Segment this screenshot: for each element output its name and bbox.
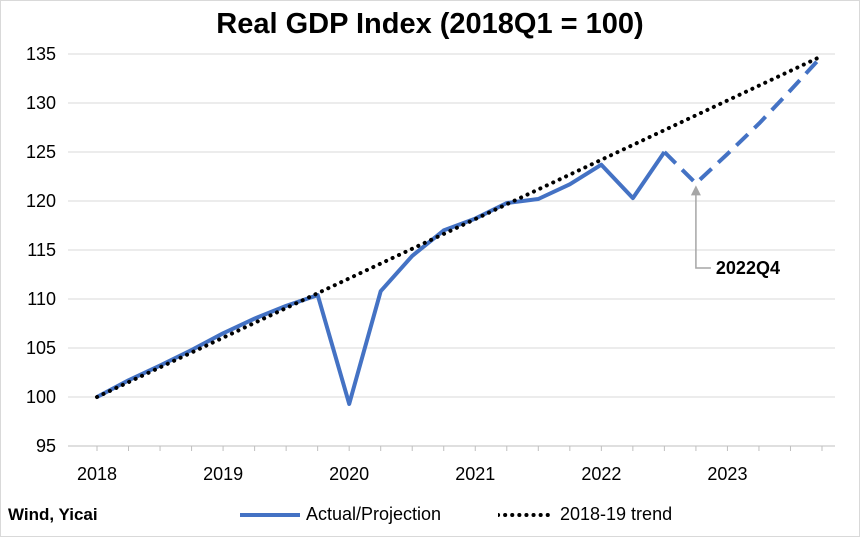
x-tick-label: 2021: [455, 464, 495, 484]
y-tick-label: 115: [27, 240, 56, 260]
x-tick-label: 2019: [203, 464, 243, 484]
chart-title: Real GDP Index (2018Q1 = 100): [216, 8, 644, 40]
series-line-projection: [662, 54, 824, 186]
annotation-label: 2022Q4: [716, 258, 780, 278]
y-tick-label: 100: [26, 387, 56, 407]
series-line-actual: [96, 150, 667, 406]
annotation-arrow: [695, 188, 711, 269]
series-line-trend: [95, 54, 824, 399]
annotation-arrowhead: [690, 185, 701, 196]
series-layer: [95, 54, 824, 406]
y-tick-label: 135: [26, 44, 56, 64]
y-tick-label: 125: [26, 142, 56, 162]
x-tick-label: 2018: [77, 464, 117, 484]
grid-lines: [68, 53, 835, 447]
source-label: Wind, Yicai: [8, 505, 98, 524]
y-tick-label: 95: [36, 436, 56, 456]
legend-swatch-trend: [498, 512, 554, 517]
legend-label-actual: Actual/Projection: [306, 504, 442, 524]
y-tick-label: 120: [26, 191, 56, 211]
legend-label-trend: 2018-19 trend: [560, 504, 673, 524]
x-tick-label: 2022: [581, 464, 621, 484]
legend-item-trend: 2018-19 trend: [498, 504, 672, 525]
axes: 95 100 105 110 115 120 125 130 135 2018 2019 2020 20…: [26, 44, 835, 484]
y-tick-label: 110: [27, 289, 56, 309]
annotation-layer: 2022Q4: [690, 185, 780, 278]
legend-swatch-actual: [240, 512, 300, 517]
y-tick-label: 130: [26, 93, 56, 113]
legend-item-actual: Actual/Projection: [240, 504, 441, 525]
y-tick-label: 105: [26, 338, 56, 358]
x-tick-label: 2020: [329, 464, 369, 484]
x-tick-label: 2023: [707, 464, 747, 484]
